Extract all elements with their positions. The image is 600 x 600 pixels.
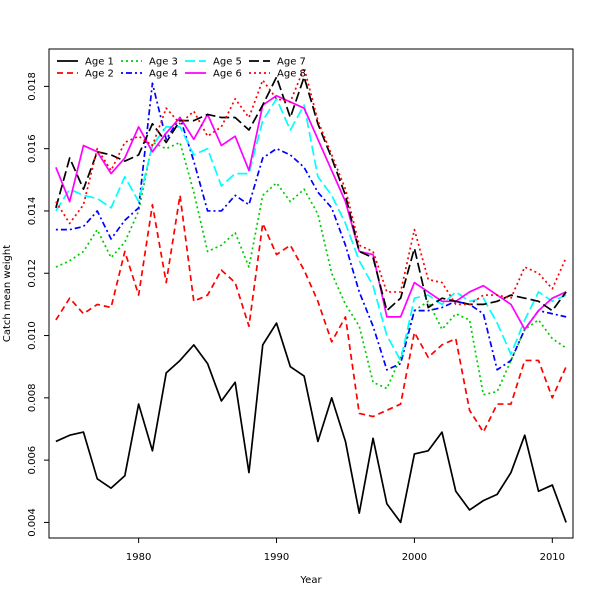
legend-label-7: Age 7 xyxy=(277,57,306,68)
series-layer xyxy=(55,66,567,524)
series-line-8 xyxy=(55,66,567,306)
x-axis-title: Year xyxy=(299,575,322,586)
y-tick-label: 0.008 xyxy=(27,384,38,413)
y-tick-label: 0.004 xyxy=(27,508,38,537)
x-tick-label: 2000 xyxy=(402,552,427,563)
x-tick-label: 1990 xyxy=(264,552,289,563)
legend-label-3: Age 3 xyxy=(149,57,178,68)
legend-label-6: Age 6 xyxy=(213,69,242,80)
legend-label-1: Age 1 xyxy=(85,57,114,68)
x-tick-label: 1980 xyxy=(126,552,151,563)
x-axis: 1980 1990 2000 2010 xyxy=(126,538,565,563)
series-line-1 xyxy=(55,322,567,524)
y-tick-label: 0.012 xyxy=(27,259,38,288)
legend-label-8: Age 8 xyxy=(277,69,306,80)
series-line-3 xyxy=(55,141,567,396)
legend-label-2: Age 2 xyxy=(85,69,114,80)
y-tick-label: 0.006 xyxy=(27,446,38,475)
x-tick-label: 2010 xyxy=(540,552,565,563)
legend-label-5: Age 5 xyxy=(213,57,242,68)
y-tick-label: 0.018 xyxy=(27,72,38,101)
y-axis: 0.004 0.006 0.008 0.010 0.012 0.014 0.016 0.018 xyxy=(27,72,49,537)
series-line-7 xyxy=(55,76,567,312)
y-tick-label: 0.010 xyxy=(27,321,38,350)
plot-frame xyxy=(48,48,574,539)
legend-label-4: Age 4 xyxy=(149,69,178,80)
y-axis-title: Catch mean weight xyxy=(2,245,13,342)
series-line-5 xyxy=(55,97,567,362)
y-tick-label: 0.016 xyxy=(27,134,38,163)
series-line-4 xyxy=(55,82,567,371)
y-tick-label: 0.014 xyxy=(27,197,38,226)
series-line-2 xyxy=(55,194,567,433)
series-line-6 xyxy=(55,94,567,331)
